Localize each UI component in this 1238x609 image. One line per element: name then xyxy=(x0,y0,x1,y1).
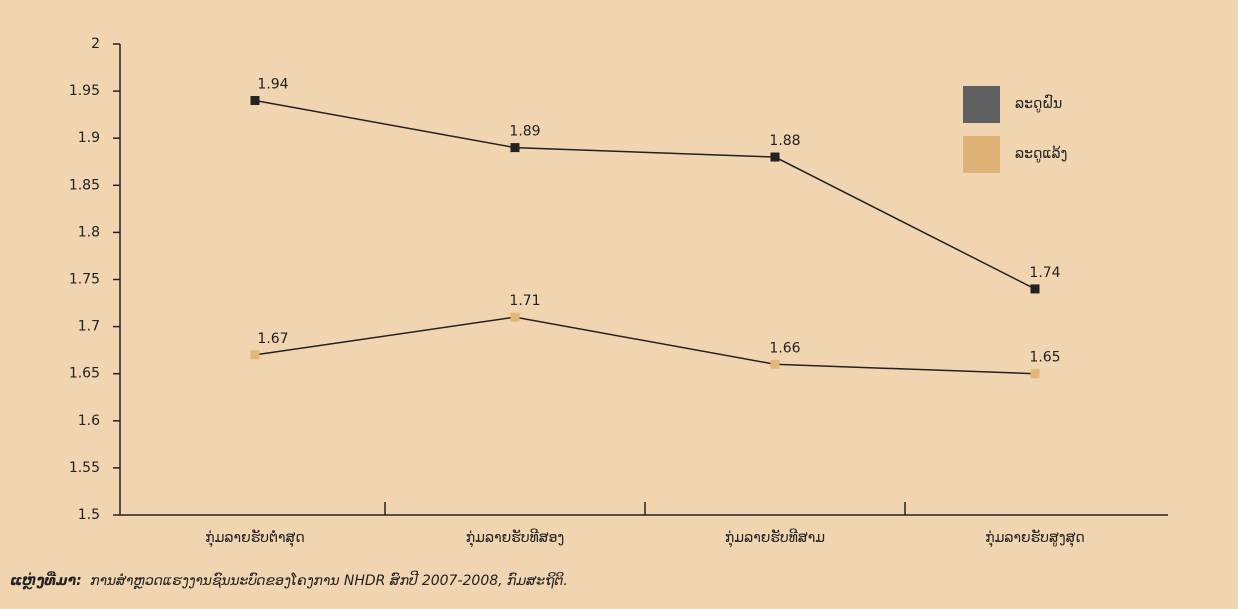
legend-swatch xyxy=(963,86,1000,123)
y-tick-label: 1.5 xyxy=(78,507,100,523)
series-line xyxy=(254,316,1036,375)
y-tick-label: 1.55 xyxy=(69,460,100,476)
marker xyxy=(510,143,520,153)
data-label: 1.71 xyxy=(509,293,540,309)
data-label: 1.67 xyxy=(257,331,288,347)
legend-swatch xyxy=(963,136,1000,173)
y-tick-label: 2 xyxy=(91,36,100,52)
y-tick-label: 1.8 xyxy=(78,224,100,240)
data-label: 1.88 xyxy=(769,133,800,149)
marker xyxy=(770,359,780,369)
y-tick-label: 1.65 xyxy=(69,366,100,382)
data-label: 1.94 xyxy=(257,77,288,93)
y-tick-label: 1.75 xyxy=(69,272,100,288)
legend-label: ລະດູແລ້ງ xyxy=(1015,145,1067,162)
y-tick-label: 1.85 xyxy=(69,177,100,193)
source-text: ການສຳຫຼວດແຮງງານຊົນນະບົດຂອງໂຄງການ NHDR ສົ… xyxy=(90,569,568,589)
x-tick-label: ກຸ່ມລາຍຮັບທີສອງ xyxy=(466,528,564,547)
marker xyxy=(770,152,780,162)
y-tick-label: 1.6 xyxy=(78,413,100,429)
legend-label: ລະດູຝົນ xyxy=(1015,95,1062,112)
marker xyxy=(250,96,260,106)
data-label: 1.66 xyxy=(769,340,800,356)
y-tick-label: 1.7 xyxy=(78,319,100,335)
marker xyxy=(250,350,260,360)
x-tick-label: ກຸ່ມລາຍຮັບສູງສຸດ xyxy=(985,530,1085,547)
x-tick-label: ກຸ່ມລາຍຮັບຕ່ຳສຸດ xyxy=(205,530,305,547)
series-line xyxy=(254,99,1036,290)
data-label: 1.89 xyxy=(509,124,540,140)
source-label: ແຫຼ່ງທີ່ມາ: xyxy=(10,571,82,589)
source-note: ແຫຼ່ງທີ່ມາ: ການສຳຫຼວດແຮງງານຊົນນະບົດຂອງໂຄ… xyxy=(10,569,568,589)
marker xyxy=(1030,284,1040,294)
y-tick-label: 1.95 xyxy=(69,83,100,99)
data-label: 1.65 xyxy=(1029,350,1060,366)
data-label: 1.74 xyxy=(1029,265,1060,281)
marker xyxy=(1030,369,1040,379)
marker xyxy=(510,312,520,322)
x-tick-label: ກຸ່ມລາຍຮັບທີສາມ xyxy=(725,528,825,547)
y-tick-label: 1.9 xyxy=(78,130,100,146)
